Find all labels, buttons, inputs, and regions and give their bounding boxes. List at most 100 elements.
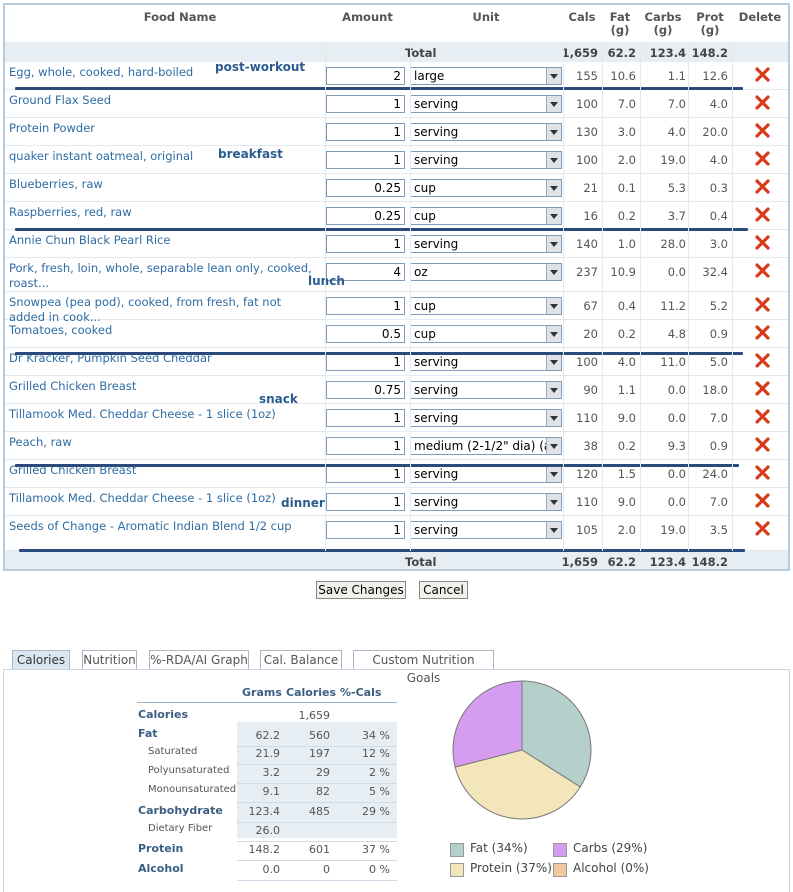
delete-x-icon[interactable]	[754, 324, 771, 341]
dropdown-arrow-icon[interactable]	[546, 522, 561, 538]
delete-x-icon[interactable]	[754, 206, 771, 223]
food-name-link[interactable]: Snowpea (pea pod), cooked, from fresh, f…	[9, 295, 282, 324]
delete-x-icon[interactable]	[754, 520, 771, 537]
food-name-link[interactable]: Tillamook Med. Cheddar Cheese - 1 slice …	[9, 491, 276, 505]
delete-x-icon[interactable]	[754, 352, 771, 369]
amount-input[interactable]: 1	[326, 353, 405, 371]
dropdown-arrow-icon[interactable]	[546, 354, 561, 370]
delete-x-icon[interactable]	[754, 122, 771, 139]
dropdown-arrow-icon[interactable]	[546, 264, 561, 280]
food-name-link[interactable]: Grilled Chicken Breast	[9, 379, 137, 393]
unit-select[interactable]: serving	[410, 123, 562, 141]
dropdown-arrow-icon[interactable]	[546, 124, 561, 140]
food-name-link[interactable]: Blueberries, raw	[9, 177, 103, 191]
meal-separator	[19, 549, 745, 552]
unit-select[interactable]: cup	[410, 207, 562, 225]
dropdown-arrow-icon[interactable]	[546, 326, 561, 342]
tab-custom-goals[interactable]: Custom Nutrition Goals	[353, 650, 494, 685]
amount-input[interactable]: 1	[326, 95, 405, 113]
unit-select[interactable]: serving	[410, 151, 562, 169]
food-name-link[interactable]: Raspberries, red, raw	[9, 205, 132, 219]
delete-x-icon[interactable]	[754, 492, 771, 509]
tab-cal-balance[interactable]: Cal. Balance	[260, 650, 342, 670]
dropdown-arrow-icon[interactable]	[546, 466, 561, 482]
food-name-link[interactable]: Ground Flax Seed	[9, 93, 112, 107]
delete-x-icon[interactable]	[754, 234, 771, 251]
delete-x-icon[interactable]	[754, 380, 771, 397]
amount-input[interactable]: 1	[326, 437, 405, 455]
unit-select[interactable]: large	[410, 67, 562, 85]
dropdown-arrow-icon[interactable]	[546, 236, 561, 252]
annotation-lunch: lunch	[308, 274, 345, 288]
nutrient-grams-cell: 123.4	[248, 805, 281, 818]
unit-select[interactable]: serving	[410, 521, 562, 539]
nutrient-label: Dietary Fiber	[148, 823, 213, 834]
unit-select[interactable]: serving	[410, 353, 562, 371]
unit-select[interactable]: cup	[410, 325, 562, 343]
delete-x-icon[interactable]	[754, 66, 771, 83]
dropdown-arrow-icon[interactable]	[546, 96, 561, 112]
amount-input[interactable]: 1	[326, 151, 405, 169]
cancel-button[interactable]: Cancel	[419, 581, 468, 599]
food-name-link[interactable]: Peach, raw	[9, 435, 72, 449]
dropdown-arrow-icon[interactable]	[546, 410, 561, 426]
food-name-link[interactable]: Pork, fresh, loin, whole, separable lean…	[9, 261, 312, 290]
food-name-link[interactable]: Annie Chun Black Pearl Rice	[9, 233, 171, 247]
tab-calories[interactable]: Calories	[12, 650, 70, 670]
amount-input[interactable]: 1	[326, 235, 405, 253]
carbs-value: 28.0	[660, 237, 686, 251]
dropdown-arrow-icon[interactable]	[546, 438, 561, 454]
prot-value: 24.0	[702, 467, 728, 481]
dropdown-arrow-icon[interactable]	[546, 152, 561, 168]
food-name-link[interactable]: Tillamook Med. Cheddar Cheese - 1 slice …	[9, 407, 276, 421]
save-changes-button[interactable]: Save Changes	[316, 581, 406, 599]
tab-rda-graph[interactable]: %-RDA/AI Graph	[149, 650, 249, 670]
amount-input[interactable]: 0.25	[326, 207, 405, 225]
unit-select[interactable]: cup	[410, 297, 562, 315]
tab-nutrition[interactable]: Nutrition	[82, 650, 137, 670]
delete-x-icon[interactable]	[754, 262, 771, 279]
amount-input[interactable]: 1	[326, 521, 405, 539]
dropdown-arrow-icon[interactable]	[546, 494, 561, 510]
unit-select[interactable]: serving	[410, 95, 562, 113]
unit-select[interactable]: medium (2-1/2" dia) (a	[410, 437, 562, 455]
delete-x-icon[interactable]	[754, 408, 771, 425]
delete-x-icon[interactable]	[754, 464, 771, 481]
delete-x-icon[interactable]	[754, 296, 771, 313]
unit-select[interactable]: oz	[410, 263, 562, 281]
unit-select[interactable]: serving	[410, 381, 562, 399]
amount-input[interactable]: 1	[326, 465, 405, 483]
nutrient-label: Protein	[138, 842, 184, 855]
amount-input[interactable]: 0.25	[326, 179, 405, 197]
cals-value: 130	[576, 125, 598, 139]
delete-x-icon[interactable]	[754, 94, 771, 111]
amount-input[interactable]: 0.75	[326, 381, 405, 399]
unit-select[interactable]: serving	[410, 465, 562, 483]
food-name-link[interactable]: Tomatoes, cooked	[9, 323, 113, 337]
cals-value: 20	[583, 327, 598, 341]
food-name-link[interactable]: Egg, whole, cooked, hard-boiled	[9, 65, 194, 79]
unit-select[interactable]: cup	[410, 179, 562, 197]
food-name-link[interactable]: quaker instant oatmeal, original	[9, 149, 194, 163]
cals-value: 100	[576, 355, 598, 369]
unit-select[interactable]: serving	[410, 409, 562, 427]
amount-input[interactable]: 0.5	[326, 325, 405, 343]
amount-input[interactable]: 1	[326, 123, 405, 141]
delete-x-icon[interactable]	[754, 436, 771, 453]
amount-input[interactable]: 1	[326, 409, 405, 427]
unit-select[interactable]: serving	[410, 493, 562, 511]
amount-input[interactable]: 1	[326, 493, 405, 511]
food-name-link[interactable]: Seeds of Change - Aromatic Indian Blend …	[9, 519, 292, 533]
dropdown-arrow-icon[interactable]	[546, 180, 561, 196]
delete-x-icon[interactable]	[754, 150, 771, 167]
food-name-link[interactable]: Protein Powder	[9, 121, 96, 135]
amount-input[interactable]: 1	[326, 297, 405, 315]
dropdown-arrow-icon[interactable]	[546, 68, 561, 84]
amount-input[interactable]: 4	[326, 263, 405, 281]
dropdown-arrow-icon[interactable]	[546, 208, 561, 224]
dropdown-arrow-icon[interactable]	[546, 298, 561, 314]
unit-select[interactable]: serving	[410, 235, 562, 253]
dropdown-arrow-icon[interactable]	[546, 382, 561, 398]
amount-input[interactable]: 2	[326, 67, 405, 85]
delete-x-icon[interactable]	[754, 178, 771, 195]
